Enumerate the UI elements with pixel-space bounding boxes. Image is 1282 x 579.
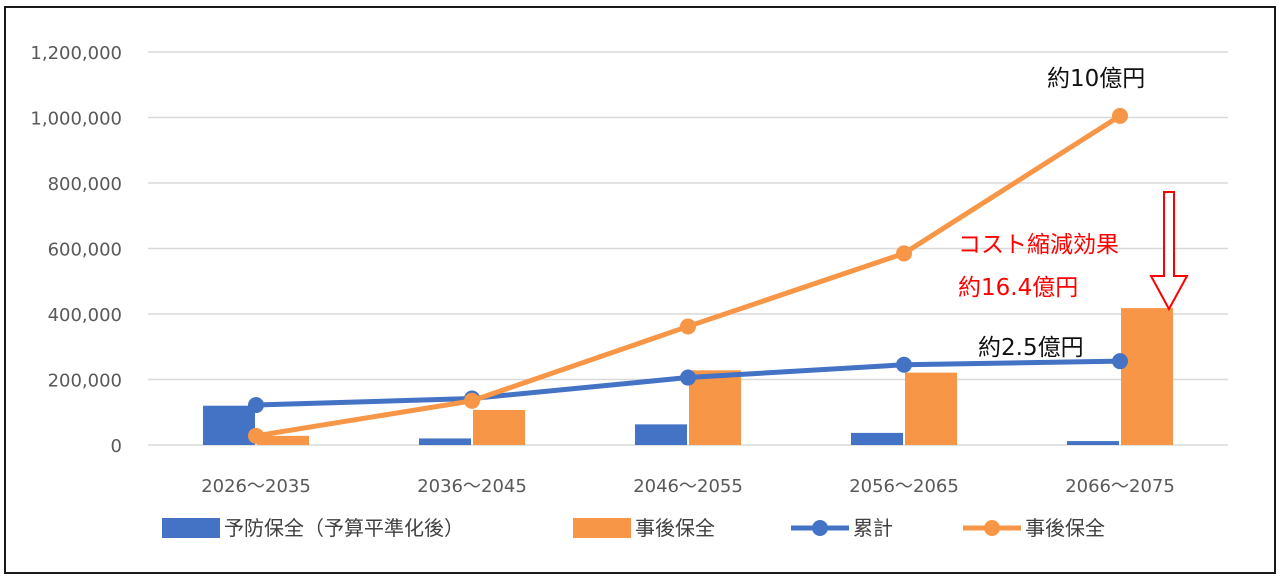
x-tick-label: 2066～2075 <box>1065 476 1175 497</box>
y-tick-label: 1,200,000 <box>30 43 122 64</box>
legend-marker-reactive <box>984 520 1000 536</box>
x-tick-label: 2036～2045 <box>417 476 527 497</box>
y-axis-ticks: 0 200,000 400,000 600,000 800,000 1,000,000 1,… <box>30 43 122 457</box>
legend-label-reactive-bar: 事後保全 <box>635 516 715 540</box>
point-cumulative <box>1112 353 1128 370</box>
reduction-arrow-icon <box>1149 191 1189 312</box>
x-axis-ticks: 2026～2035 2036～2045 2046～2055 2056～2065 2066… <box>201 476 1175 497</box>
point-reactive <box>464 392 480 409</box>
legend-label-reactive-line: 事後保全 <box>1025 516 1105 540</box>
point-cumulative <box>248 397 264 414</box>
y-tick-label: 0 <box>111 436 122 457</box>
bar-preventive <box>203 405 255 445</box>
bar-preventive <box>851 432 903 445</box>
y-tick-label: 400,000 <box>48 305 122 326</box>
point-cumulative <box>896 356 912 373</box>
legend-swatch-preventive <box>162 518 220 538</box>
annotation-top: 約10億円 <box>1047 66 1145 92</box>
point-cumulative <box>680 369 696 386</box>
chart-frame <box>4 6 1276 574</box>
x-tick-label: 2026～2035 <box>201 476 311 497</box>
point-reactive <box>248 427 264 444</box>
x-tick-label: 2046～2055 <box>633 476 743 497</box>
y-tick-label: 1,000,000 <box>30 109 122 130</box>
annotation-cumulative: 約2.5億円 <box>978 335 1084 361</box>
annotation-reduction-line1: コスト縮減効果 <box>958 232 1119 258</box>
bar-reactive <box>689 370 741 445</box>
x-tick-label: 2056～2065 <box>849 476 959 497</box>
legend-label-preventive: 予防保全（予算平準化後） <box>224 516 464 540</box>
gridlines <box>148 51 1228 446</box>
bar-reactive <box>257 435 309 445</box>
point-reactive <box>680 318 696 335</box>
y-tick-label: 800,000 <box>48 174 122 195</box>
bars <box>203 308 1173 445</box>
annotation-reduction-line2: 約16.4億円 <box>958 275 1078 301</box>
bar-preventive <box>1067 441 1119 445</box>
lines <box>248 107 1128 444</box>
legend-marker-cumulative <box>812 520 828 536</box>
bar-preventive <box>419 438 471 445</box>
bar-reactive <box>1121 308 1173 445</box>
bar-preventive <box>635 424 687 445</box>
y-tick-label: 200,000 <box>48 371 122 392</box>
y-tick-label: 600,000 <box>48 240 122 261</box>
point-reactive <box>1112 107 1128 124</box>
legend-label-cumulative: 累計 <box>853 516 893 540</box>
bar-reactive <box>473 409 525 445</box>
legend-swatch-reactive-bar <box>573 518 631 538</box>
bar-reactive <box>905 372 957 445</box>
point-reactive <box>896 245 912 262</box>
legend: 予防保全（予算平準化後） 事後保全 累計 事後保全 <box>162 516 1105 540</box>
